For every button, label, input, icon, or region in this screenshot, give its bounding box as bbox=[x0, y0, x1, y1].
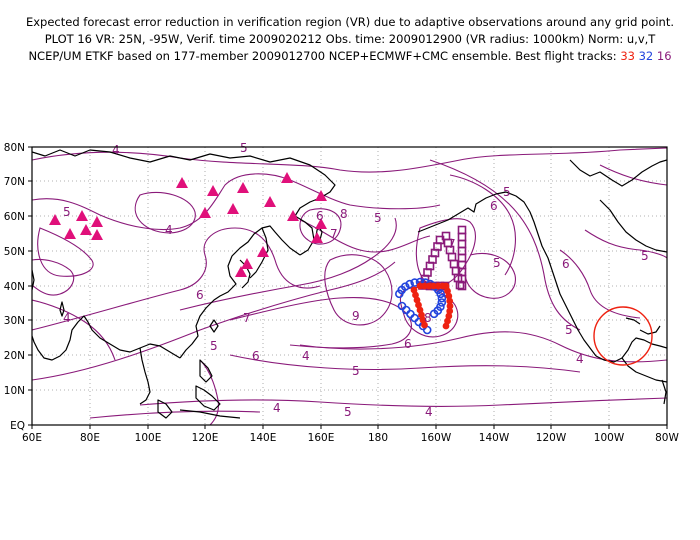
track-16-label: 16 bbox=[656, 49, 672, 63]
lat-label: EQ bbox=[10, 420, 25, 432]
latitude-labels: EQ 10N 20N 30N 40N 50N 60N 70N 80N bbox=[4, 142, 25, 432]
track-33-label: 33 bbox=[620, 49, 635, 63]
contour-label: 4 bbox=[302, 349, 310, 363]
header-line-1: Expected forecast error reduction in ver… bbox=[25, 15, 675, 29]
lon-label: 160E bbox=[308, 432, 335, 444]
flight-track-32 bbox=[395, 277, 447, 335]
lon-label: 160W bbox=[421, 432, 452, 444]
track-16-marker bbox=[457, 281, 467, 291]
contour-label: 6 bbox=[562, 257, 570, 271]
contour-label: 4 bbox=[576, 352, 584, 366]
contour-label: 6 bbox=[404, 337, 412, 351]
contour-label: 5 bbox=[210, 339, 218, 353]
contour-labels: 4 5 4 5 6 6 6 7 7 8 9 5 5 6 6 4 5 5 4 4 … bbox=[63, 141, 649, 419]
map-frame bbox=[31, 146, 668, 426]
lat-label: 50N bbox=[4, 246, 25, 258]
observation-triangles bbox=[49, 172, 327, 277]
contour-label: 6 bbox=[490, 199, 498, 213]
lat-label: 60N bbox=[4, 211, 25, 223]
contour-label: 8 bbox=[424, 311, 432, 325]
track-16-marker bbox=[457, 225, 467, 235]
track-32-marker bbox=[401, 305, 411, 315]
contour-label: 6 bbox=[196, 288, 204, 302]
contour-label: 5 bbox=[374, 211, 382, 225]
contour-label: 5 bbox=[352, 364, 360, 378]
lat-label: 80N bbox=[4, 142, 25, 154]
lon-label: 100W bbox=[594, 432, 625, 444]
flight-track-33 bbox=[410, 282, 454, 330]
track-33-marker bbox=[439, 282, 446, 290]
track-32-marker bbox=[405, 279, 414, 289]
contour-label: 7 bbox=[448, 237, 456, 251]
axis-ticks bbox=[28, 146, 668, 429]
track-32-marker bbox=[410, 278, 419, 287]
flight-track-16 bbox=[418, 225, 467, 291]
track-16-marker bbox=[457, 232, 467, 242]
track-32-label: 32 bbox=[638, 49, 654, 63]
lon-label: 120E bbox=[192, 432, 219, 444]
lat-label: 40N bbox=[4, 281, 25, 293]
lon-label: 100E bbox=[135, 432, 162, 444]
contour-label: 5 bbox=[63, 205, 71, 219]
lat-label: 10N bbox=[4, 385, 25, 397]
header-line-2: PLOT 16 VR: 25N, -95W, Verif. time 20090… bbox=[44, 32, 656, 46]
lon-label: 180 bbox=[368, 432, 388, 444]
longitude-labels: 60E 80E 100E 120E 140E 160E 180 160W 140… bbox=[22, 432, 679, 444]
contour-label: 5 bbox=[344, 405, 352, 419]
verification-region-circle bbox=[593, 306, 653, 366]
contour-label: 9 bbox=[352, 309, 360, 323]
lon-label: 60E bbox=[22, 432, 42, 444]
track-32-marker bbox=[410, 313, 419, 323]
track-33-marker bbox=[442, 322, 450, 330]
track-32-marker bbox=[437, 298, 447, 307]
contour-label: 4 bbox=[112, 143, 120, 157]
contour-label: 4 bbox=[425, 405, 433, 419]
track-16-marker bbox=[457, 239, 467, 249]
contour-label: 5 bbox=[565, 323, 573, 337]
contour-label: 4 bbox=[63, 311, 71, 325]
header-line-3: NCEP/UM ETKF based on 177-member 2009012… bbox=[0, 48, 700, 65]
contour-label: 5 bbox=[503, 185, 511, 199]
coastlines bbox=[32, 149, 667, 419]
track-32-marker bbox=[429, 309, 439, 319]
track-32-marker bbox=[400, 282, 410, 291]
contour-label: 5 bbox=[641, 249, 649, 263]
lon-label: 80W bbox=[655, 432, 679, 444]
contour-label: 6 bbox=[316, 209, 324, 223]
lon-label: 80E bbox=[80, 432, 100, 444]
track-16-marker bbox=[447, 252, 457, 262]
track-16-marker bbox=[457, 253, 467, 263]
lat-label: 20N bbox=[4, 350, 25, 362]
track-32-marker bbox=[406, 309, 415, 319]
track-33-marker bbox=[421, 321, 428, 329]
lon-label: 140W bbox=[479, 432, 510, 444]
grid-lines bbox=[32, 147, 667, 425]
lat-label: 30N bbox=[4, 315, 25, 327]
contour-label: 5 bbox=[240, 141, 248, 155]
contour-label: 7 bbox=[330, 227, 338, 241]
contour-label: 6 bbox=[252, 349, 260, 363]
contour-label: 7 bbox=[243, 311, 251, 325]
header-line-3-text: NCEP/UM ETKF based on 177-member 2009012… bbox=[28, 49, 617, 63]
track-32-marker bbox=[437, 293, 447, 303]
contour-label: 5 bbox=[493, 256, 501, 270]
lon-label: 140E bbox=[250, 432, 277, 444]
lon-label: 120W bbox=[536, 432, 567, 444]
contour-lines bbox=[32, 147, 667, 425]
track-32-marker bbox=[436, 289, 445, 299]
contour-label: 4 bbox=[273, 401, 281, 415]
track-16-marker bbox=[455, 280, 465, 290]
lat-label: 70N bbox=[4, 176, 25, 188]
contour-label: 4 bbox=[165, 223, 173, 237]
track-16-marker bbox=[449, 259, 459, 269]
contour-label: 8 bbox=[340, 207, 348, 221]
